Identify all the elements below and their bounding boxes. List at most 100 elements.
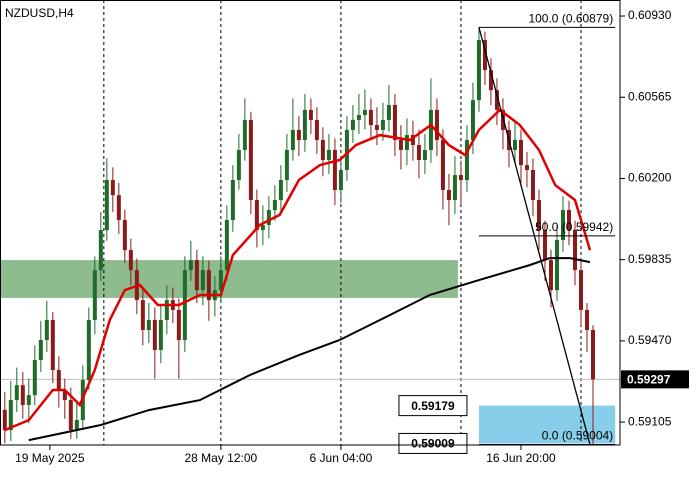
candle-body [110,180,115,196]
candle-body [284,149,289,181]
candle-body [404,135,409,150]
candle-body [68,400,73,431]
candle-body [218,270,223,291]
candle-body [494,90,499,110]
x-tick-label: 19 May 2025 [15,451,85,465]
candle-body [128,250,133,271]
candle-body [26,395,31,405]
candle-body [470,100,475,140]
candle-body [338,169,343,191]
candle-body [290,129,295,150]
candle-body [188,260,193,271]
candle-body [74,420,79,431]
fibo-trend [478,27,591,445]
candle-body [230,180,235,221]
candle-body [446,190,451,201]
x-tick-label: 28 May 12:00 [185,451,258,465]
moving-average-line [28,257,591,442]
candle-body [224,220,229,271]
candle-body [452,175,457,201]
candle-body [50,319,55,371]
candle-body [320,139,325,160]
candle-body [194,260,199,291]
candle-body [578,270,583,310]
candle-body [302,109,307,140]
candle-body [248,119,253,201]
candle-body [326,149,331,160]
candle-body [44,319,49,340]
zone [478,405,616,444]
candle-body [440,139,445,191]
candle-body [350,119,355,130]
y-tick-label: 0.59105 [628,414,672,428]
candle-body [398,139,403,150]
fibo-label: 50.0 (0.59942) [535,220,613,234]
candle-body [482,40,487,71]
moving-average-line [4,108,592,432]
candle-body [332,149,337,191]
fibo-label: 0.0 (0.59004) [542,429,613,443]
candle-body [236,149,241,181]
x-tick-label: 6 Jun 04:00 [310,451,373,465]
candle-body [206,270,211,301]
zone-price-box [398,432,468,454]
candle-body [548,260,553,291]
candle-body [590,329,595,380]
candle-body [86,319,91,381]
candle-body [62,390,67,401]
candle-body [428,109,433,150]
symbol-label: NZDUSD,H4 [5,6,74,20]
candle-body [272,200,277,211]
candle-body [176,309,181,340]
candle-body [422,149,427,160]
last-price-box [621,370,689,389]
zone-price-label: 0.59179 [411,399,455,413]
y-tick-label: 0.59470 [628,333,672,347]
candle-body [182,270,187,340]
candle-body [278,180,283,201]
candle-body [464,139,469,181]
candle-body [584,309,589,330]
y-tick-label: 0.59835 [628,252,672,266]
x-tick-label: 16 Jun 20:00 [486,451,556,465]
candle-body [242,119,247,150]
candle-body [104,180,109,231]
candle-body [146,319,151,330]
candle-body [410,135,415,146]
candle-body [476,40,481,101]
candle-body [308,109,313,120]
zone-price-label: 0.59009 [411,437,455,451]
y-tick-label: 0.60565 [628,89,672,103]
candle-body [122,220,127,251]
candle-body [512,139,517,150]
candle-body [152,319,157,350]
candle-body [92,270,97,320]
candle-body [560,210,565,241]
candle-body [524,165,529,170]
candle-body [2,409,7,431]
candle-body [116,195,121,221]
candle-body [314,119,319,140]
y-tick-label: 0.60200 [628,171,672,185]
candle-body [254,200,259,231]
candle-body [530,169,535,201]
candle-body [572,230,577,271]
candle-body [536,200,541,231]
candle-body [368,109,373,126]
last-price-label: 0.59297 [627,373,671,387]
candle-body [386,105,391,120]
candle-body [296,129,301,140]
candle-body [8,400,13,431]
fibo-label: 100.0 (0.60879) [528,12,613,26]
candle-body [434,109,439,140]
candle-body [20,385,25,405]
candle-body [554,240,559,291]
candle-body [14,385,19,401]
candle-body [158,319,163,350]
candle-body [566,210,571,231]
plot-border [0,0,621,446]
candle-body [518,139,523,166]
candle-body [356,115,361,120]
candle-body [374,125,379,130]
